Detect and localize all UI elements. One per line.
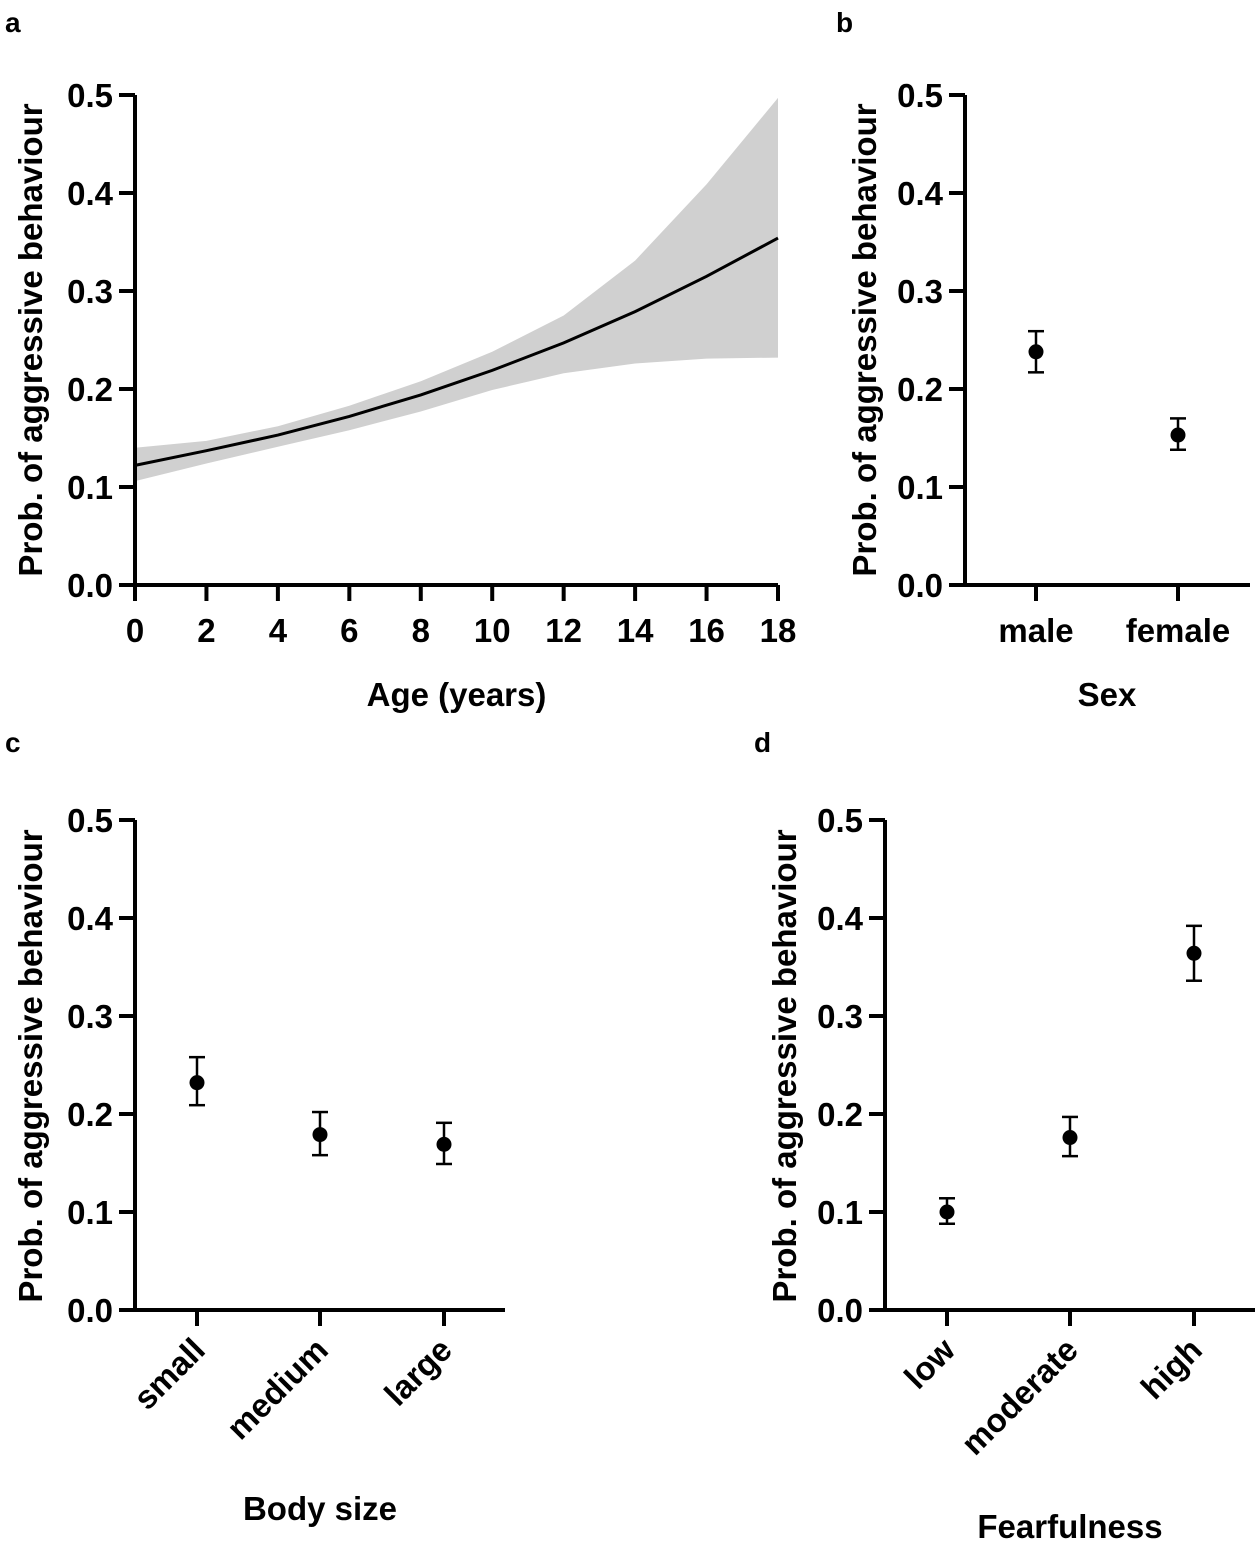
x-tick-label: 18 [760, 612, 797, 649]
category-label-medium: medium [219, 1331, 335, 1447]
y-tick-label: 0.2 [67, 371, 113, 408]
y-tick-label: 0.2 [67, 1096, 113, 1133]
category-label-female: female [1126, 612, 1231, 649]
panel-letter-d: d [754, 727, 771, 758]
category-label-male: male [998, 612, 1073, 649]
category-label-small: small [126, 1331, 212, 1417]
x-tick-label: 4 [269, 612, 288, 649]
y-axis-title-panel-b: Prob. of aggressive behaviour [846, 103, 883, 576]
confidence-band [135, 97, 778, 482]
data-point-moderate [1062, 1130, 1078, 1146]
panel-letter-a: a [5, 7, 21, 38]
category-label-high: high [1134, 1331, 1209, 1406]
category-label-large: large [377, 1331, 459, 1413]
data-point-male [1028, 344, 1044, 360]
y-tick-label: 0.4 [67, 900, 114, 937]
data-point-low [939, 1204, 955, 1220]
fitted-line [134, 236, 779, 467]
y-tick-label: 0.3 [897, 273, 943, 310]
y-axis-title-panel-a: Prob. of aggressive behaviour [12, 103, 49, 576]
category-label-low: low [897, 1331, 962, 1396]
panel-b-sex-chart: b 0.0 0.1 0.2 0.3 0.4 0.5 Prob. of aggressive … [836, 7, 1250, 713]
y-tick-label: 0.3 [817, 998, 863, 1035]
y-axis-title-panel-d: Prob. of aggressive behaviour [766, 829, 803, 1302]
y-tick-label: 0.4 [67, 175, 114, 212]
x-tick-label: 12 [545, 612, 582, 649]
x-tick-label: 16 [688, 612, 725, 649]
x-tick-label: 8 [412, 612, 430, 649]
x-axis-title-panel-c: Body size [243, 1490, 397, 1527]
panel-a-age-chart: a 0.0 0.1 0.2 0.3 0.4 0.5 Prob. of aggressive … [5, 7, 796, 713]
y-tick-label: 0.3 [67, 998, 113, 1035]
data-point-female [1170, 427, 1186, 443]
x-tick-label: 10 [474, 612, 511, 649]
data-point-small [189, 1075, 205, 1091]
y-tick-label: 0.0 [67, 567, 113, 604]
data-point-large [436, 1136, 452, 1152]
y-tick-label: 0.3 [67, 273, 113, 310]
x-axis-title-panel-d: Fearfulness [977, 1508, 1162, 1545]
y-tick-label: 0.4 [817, 900, 864, 937]
y-tick-label: 0.2 [817, 1096, 863, 1133]
x-tick-label: 14 [617, 612, 654, 649]
panel-d-fearfulness-chart: d 0.0 0.1 0.2 0.3 0.4 0.5 Prob. of aggressive … [754, 727, 1255, 1545]
x-axis-title-panel-b: Sex [1078, 676, 1137, 713]
x-tick-label: 6 [340, 612, 358, 649]
x-tick-label: 2 [197, 612, 215, 649]
y-tick-label: 0.1 [897, 469, 943, 506]
y-tick-label: 0.1 [817, 1194, 863, 1231]
panel-letter-b: b [836, 7, 853, 38]
y-tick-label: 0.5 [67, 802, 113, 839]
y-tick-label: 0.0 [67, 1292, 113, 1329]
data-point-medium [312, 1127, 328, 1143]
y-tick-label: 0.1 [67, 1194, 113, 1231]
y-tick-label: 0.5 [817, 802, 863, 839]
y-axis-title-panel-c: Prob. of aggressive behaviour [12, 829, 49, 1302]
y-tick-label: 0.5 [897, 77, 943, 114]
y-tick-label: 0.1 [67, 469, 113, 506]
panel-c-body-size-chart: c 0.0 0.1 0.2 0.3 0.4 0.5 Prob. of aggressive … [5, 727, 505, 1527]
data-point-high [1186, 945, 1202, 961]
y-tick-label: 0.2 [897, 371, 943, 408]
y-tick-label: 0.0 [897, 567, 943, 604]
y-tick-label: 0.4 [897, 175, 944, 212]
x-axis-title-panel-a: Age (years) [367, 676, 547, 713]
x-tick-label: 0 [126, 612, 144, 649]
panel-letter-c: c [5, 727, 21, 758]
category-label-moderate: moderate [954, 1331, 1085, 1462]
y-tick-label: 0.5 [67, 77, 113, 114]
y-tick-label: 0.0 [817, 1292, 863, 1329]
